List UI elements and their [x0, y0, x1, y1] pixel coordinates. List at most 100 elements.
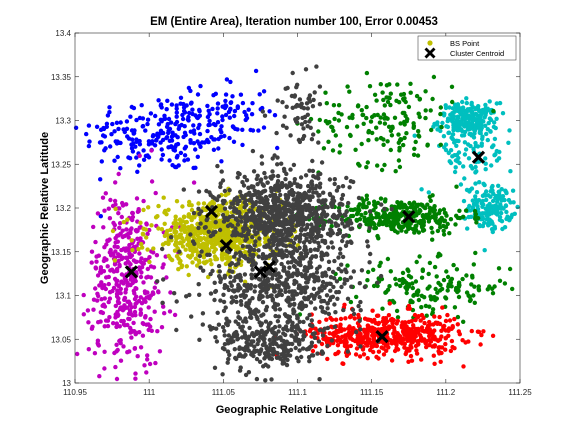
data-point	[303, 67, 309, 72]
data-point	[402, 202, 407, 208]
data-point	[357, 222, 363, 228]
data-point	[230, 233, 235, 238]
data-point	[110, 203, 116, 209]
data-point	[246, 334, 252, 339]
data-point	[343, 243, 349, 248]
data-point	[141, 280, 146, 285]
data-point	[242, 174, 247, 180]
data-point	[289, 260, 294, 265]
data-point	[394, 346, 399, 351]
data-point	[325, 343, 330, 348]
data-point	[283, 326, 289, 332]
data-point	[112, 129, 117, 134]
data-point	[198, 265, 203, 270]
data-point	[260, 342, 266, 348]
data-point	[388, 128, 394, 133]
data-point	[211, 245, 217, 250]
data-point	[173, 239, 179, 245]
data-point	[342, 327, 347, 332]
data-point	[486, 120, 491, 126]
data-point	[376, 349, 382, 354]
data-point	[298, 184, 303, 190]
data-point	[394, 321, 399, 326]
data-point	[247, 209, 252, 214]
data-point	[379, 202, 384, 207]
data-point	[169, 138, 175, 143]
data-point	[449, 84, 455, 90]
data-point	[215, 197, 220, 203]
data-point	[270, 169, 275, 174]
data-point	[455, 159, 460, 164]
data-point	[258, 216, 263, 221]
data-point	[417, 114, 422, 120]
data-point	[120, 234, 126, 240]
data-point	[283, 356, 288, 361]
data-point	[134, 137, 139, 142]
data-point	[360, 112, 366, 118]
data-point	[169, 235, 174, 240]
data-point	[274, 130, 279, 136]
data-point	[499, 219, 505, 224]
data-point	[292, 94, 297, 99]
data-point	[102, 324, 107, 329]
data-point	[396, 132, 401, 137]
data-point	[126, 299, 132, 304]
data-point	[118, 358, 124, 363]
legend-centroid-marker	[424, 47, 436, 59]
data-point	[303, 275, 309, 281]
data-point	[448, 217, 454, 222]
data-point	[444, 124, 449, 129]
data-point	[404, 280, 409, 286]
data-point	[105, 113, 111, 118]
data-point	[197, 108, 202, 114]
centroid-marker	[471, 150, 486, 164]
data-point	[75, 351, 80, 357]
data-point	[160, 242, 166, 247]
data-point	[250, 234, 255, 240]
data-point	[262, 286, 267, 292]
data-point	[319, 341, 325, 347]
data-point	[374, 211, 379, 216]
data-point	[94, 124, 100, 129]
data-point	[147, 361, 153, 367]
data-point	[189, 217, 194, 223]
data-point	[396, 158, 402, 163]
data-point	[377, 263, 382, 269]
data-point	[108, 247, 113, 253]
data-point	[190, 260, 195, 265]
data-point	[208, 240, 214, 246]
data-point	[215, 111, 220, 116]
data-point	[237, 345, 242, 350]
data-point	[432, 328, 437, 333]
data-point	[290, 202, 295, 207]
data-point	[394, 282, 399, 287]
data-point	[298, 290, 304, 295]
x-tick-label: 111.25	[508, 388, 532, 397]
data-point	[419, 305, 424, 310]
data-point	[237, 316, 243, 321]
data-point	[293, 324, 298, 329]
data-point	[303, 119, 308, 125]
data-point	[86, 320, 91, 325]
data-point	[162, 221, 167, 226]
data-point	[461, 133, 467, 138]
data-point	[506, 140, 511, 145]
data-point	[428, 108, 433, 113]
data-point	[317, 244, 322, 249]
data-point	[317, 185, 323, 190]
data-point	[502, 281, 508, 286]
data-point	[465, 226, 470, 231]
data-point	[319, 212, 325, 217]
data-point	[271, 194, 276, 199]
data-point	[297, 305, 302, 310]
data-point	[314, 64, 319, 69]
data-point	[115, 289, 120, 294]
data-point	[294, 279, 299, 285]
data-point	[312, 90, 317, 95]
data-point	[248, 197, 253, 202]
data-point	[444, 213, 449, 218]
data-point	[256, 248, 261, 253]
data-point	[477, 180, 482, 185]
data-point	[307, 195, 312, 200]
